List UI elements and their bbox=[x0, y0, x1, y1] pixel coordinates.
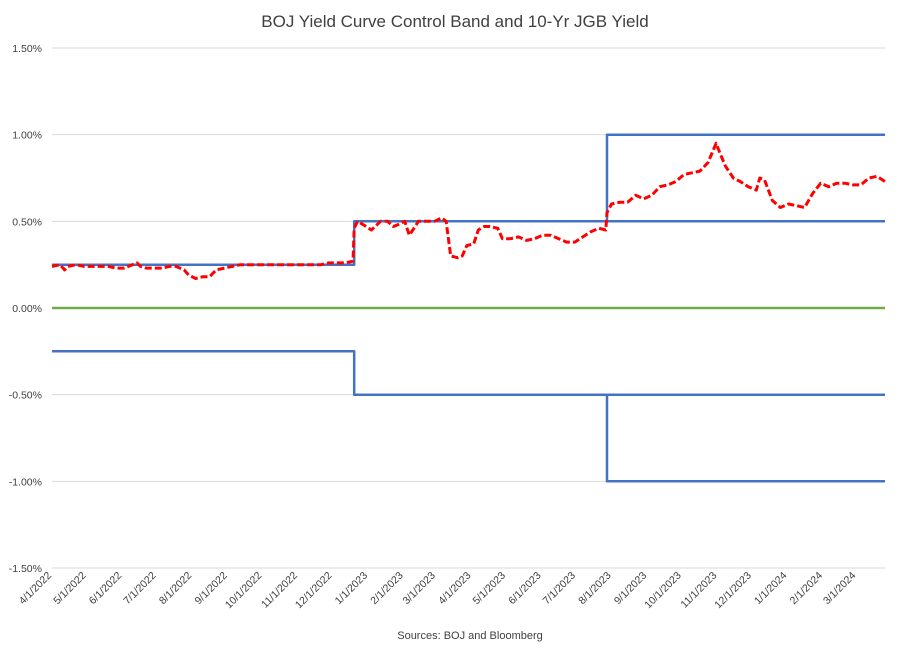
y-tick-label: -0.50% bbox=[9, 390, 42, 402]
y-tick-label: -1.50% bbox=[9, 563, 42, 575]
ycc-band-line bbox=[605, 133, 885, 222]
jgb-yield-line bbox=[51, 141, 886, 280]
y-axis-tick-labels: 1.50% 1.00% 0.50% 0.00% -0.50% -1.00% -1.50% bbox=[9, 43, 42, 575]
ycc-band-line bbox=[52, 350, 885, 396]
source-note: Sources: BOJ and Bloomberg bbox=[397, 630, 543, 642]
ycc-band-line bbox=[605, 394, 885, 483]
y-tick-label: 0.50% bbox=[12, 216, 42, 228]
chart-title: BOJ Yield Curve Control Band and 10-Yr J… bbox=[261, 12, 648, 31]
y-tick-label: 1.00% bbox=[12, 130, 42, 142]
series-lines bbox=[51, 133, 886, 483]
y-tick-label: 1.50% bbox=[12, 43, 42, 55]
y-tick-label: -1.00% bbox=[9, 476, 42, 488]
y-tick-label: 0.00% bbox=[12, 303, 42, 315]
